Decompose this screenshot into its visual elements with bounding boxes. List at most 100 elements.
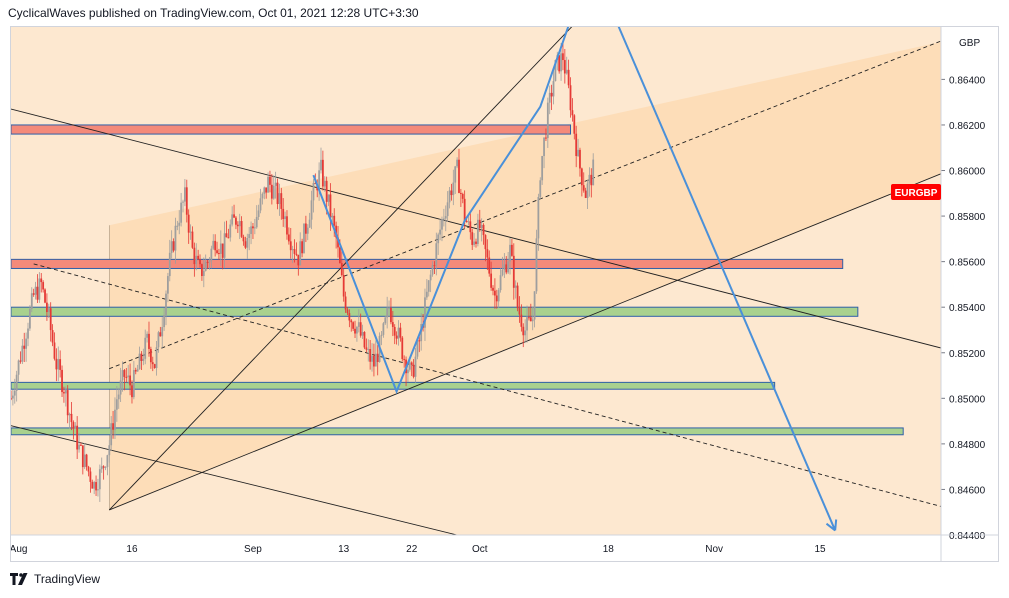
candle-body — [182, 201, 184, 203]
candle-body — [374, 353, 377, 367]
candle-body — [442, 218, 445, 220]
price-tick-label-4: 0.85200 — [949, 349, 986, 360]
candle-body — [546, 102, 549, 139]
candle-body — [236, 224, 239, 227]
candle-body — [301, 241, 303, 254]
candle-body — [252, 226, 254, 229]
candle-body — [146, 333, 148, 338]
candle-body — [395, 335, 398, 339]
candle-body — [429, 274, 432, 281]
candle-body — [153, 364, 156, 369]
candle-body — [112, 423, 114, 430]
symbol-label: EURGBP — [895, 188, 938, 199]
candle-body — [274, 182, 277, 186]
candle-body — [516, 285, 519, 309]
support-zone-2 — [11, 306, 859, 317]
candle-body — [259, 198, 262, 211]
candle-body — [163, 315, 166, 328]
candle-body — [204, 261, 207, 271]
candle-body — [214, 240, 217, 251]
candle-body — [514, 285, 517, 288]
candle-body — [318, 170, 321, 191]
candle-body — [132, 370, 135, 398]
projection-arrow-head-0 — [825, 522, 836, 532]
candle-body — [76, 425, 79, 450]
candle-body — [11, 398, 12, 400]
candle-body — [276, 182, 279, 205]
candle-body — [475, 241, 477, 244]
candle-body — [206, 261, 209, 263]
time-axis[interactable]: Aug 16 Sep 13 22 Oct 18 Nov 15 — [11, 534, 998, 555]
candle-body — [263, 187, 266, 194]
candle-body — [121, 370, 124, 381]
candle-body — [25, 338, 28, 349]
candle-body — [454, 166, 457, 183]
candle-body — [393, 326, 396, 336]
candle-body — [342, 275, 345, 297]
candle-body — [212, 240, 215, 249]
time-tick-label-6: 18 — [603, 544, 615, 555]
candle-body — [44, 289, 46, 303]
candle-layer — [11, 41, 595, 502]
candle-body — [185, 187, 188, 215]
candle-body — [100, 466, 103, 470]
candle-body — [541, 156, 544, 181]
candle-body — [208, 260, 211, 263]
candle-body — [117, 394, 120, 400]
candle-body — [63, 392, 65, 394]
candle-body — [369, 349, 372, 362]
candle-body — [473, 241, 476, 245]
candle-body — [193, 247, 196, 265]
candle-body — [32, 293, 35, 295]
candle-body — [240, 221, 243, 237]
candle-body — [401, 337, 404, 360]
candle-body — [21, 345, 24, 362]
candle-body — [526, 317, 528, 331]
candle-body — [231, 214, 234, 225]
candle-body — [55, 358, 58, 370]
candle-body — [66, 390, 69, 416]
candle-body — [291, 249, 294, 251]
chart-panel[interactable]: 0.84400 0.84600 0.84800 0.85000 0.85200 0.854… — [10, 26, 999, 562]
candle-body — [195, 255, 198, 265]
candle-body — [219, 243, 222, 254]
candle-body — [246, 238, 249, 248]
candle-body — [49, 308, 52, 331]
candle-body — [304, 223, 307, 234]
candle-body — [529, 317, 532, 322]
candle-body — [391, 322, 394, 327]
price-axis-background — [941, 27, 998, 561]
candle-body — [522, 326, 525, 336]
candle-body — [346, 309, 349, 314]
candle-body — [19, 360, 22, 362]
candle-body — [408, 362, 411, 370]
candle-body — [142, 358, 145, 361]
candle-body — [287, 234, 290, 242]
candle-body — [46, 302, 48, 313]
candle-body — [280, 193, 283, 209]
candle-body — [424, 297, 426, 328]
candle-body — [354, 328, 356, 334]
price-tick-label-2: 0.84800 — [949, 440, 986, 451]
price-axis[interactable]: 0.84400 0.84600 0.84800 0.85000 0.85200 0.854… — [940, 27, 986, 561]
candle-body — [161, 327, 164, 337]
candle-body — [356, 326, 358, 334]
candle-body — [590, 174, 593, 186]
candle-body — [543, 137, 545, 157]
candle-body — [131, 385, 133, 398]
candle-body — [303, 223, 305, 254]
candle-body — [331, 215, 334, 218]
candle-body — [501, 269, 504, 276]
price-tick-label-6: 0.85600 — [949, 258, 986, 269]
candle-body — [478, 219, 481, 229]
price-chart[interactable]: 0.84400 0.84600 0.84800 0.85000 0.85200 0.854… — [11, 27, 998, 561]
resistance-zone-1 — [11, 258, 844, 269]
candle-body — [250, 226, 252, 235]
candle-body — [560, 53, 562, 72]
candle-body — [367, 349, 370, 351]
candle-body — [159, 332, 162, 337]
candle-body — [348, 313, 351, 321]
candle-body — [184, 187, 186, 202]
candle-body — [91, 481, 94, 489]
price-tick-label-7: 0.85800 — [949, 212, 986, 223]
